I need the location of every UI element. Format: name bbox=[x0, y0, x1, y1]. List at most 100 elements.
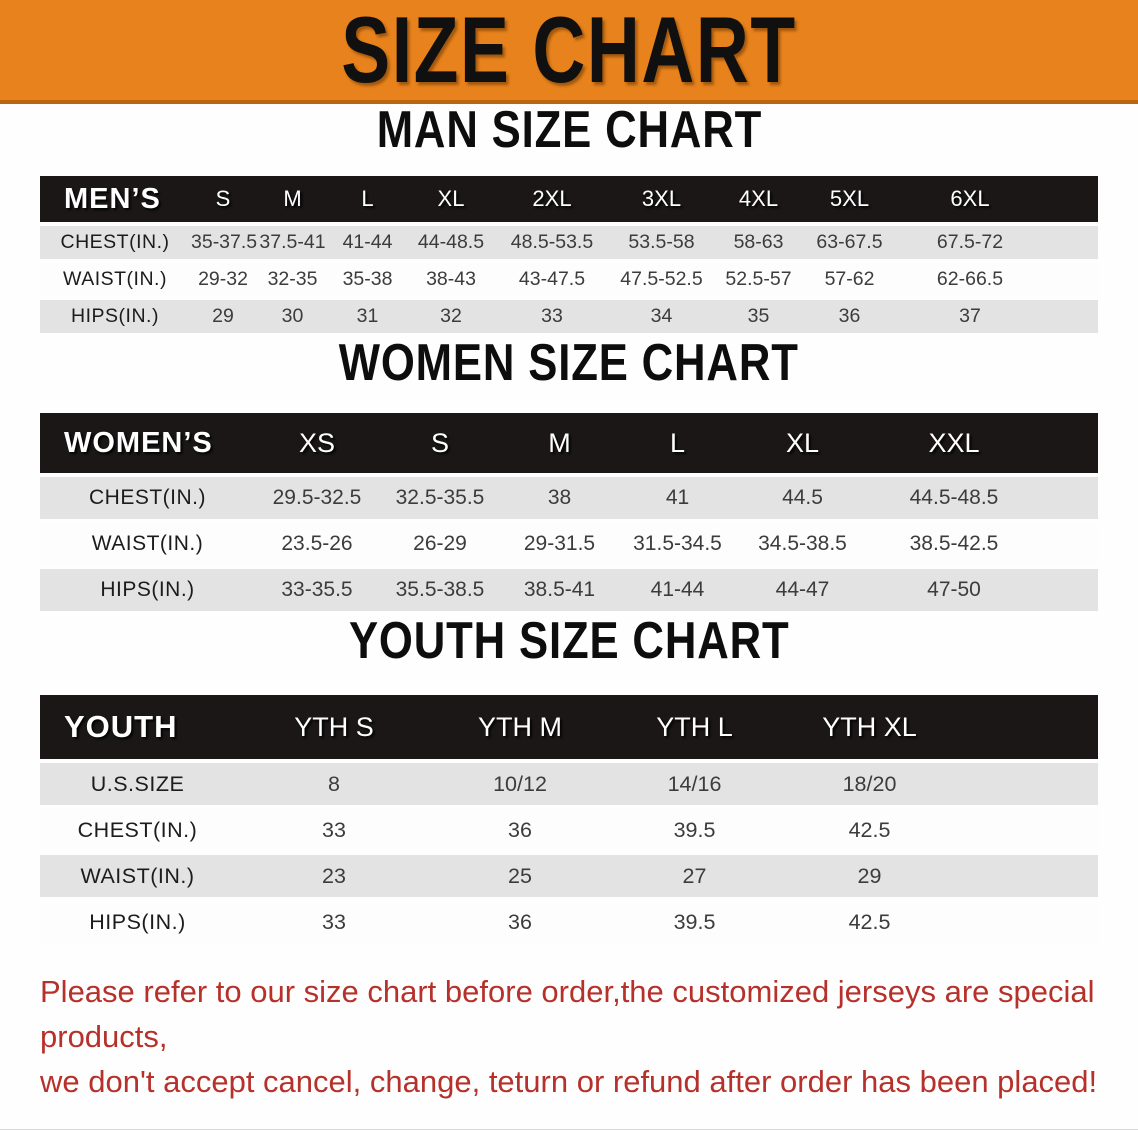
disclaimer-line-2: we don't accept cancel, change, teturn o… bbox=[40, 1064, 1098, 1099]
table-body: U.S.SIZE 8 10/12 14/16 18/20 CHEST(IN.) 33 36 39… bbox=[40, 763, 1098, 943]
row-spacer-cell bbox=[1040, 477, 1098, 519]
table-header: WOMEN’S XS S M L XL XXL bbox=[40, 413, 1098, 473]
size-value: 41-44 bbox=[618, 569, 737, 611]
youth-size-table: YOUTH YTH S YTH M YTH L YTH XL U.S.SIZE 8 10/12… bbox=[40, 691, 1098, 947]
row-label: CHEST(IN.) bbox=[40, 809, 235, 851]
size-value: 33 bbox=[496, 300, 608, 333]
size-value: 27 bbox=[607, 855, 782, 897]
size-value: 36 bbox=[802, 300, 897, 333]
size-value: 34.5-38.5 bbox=[737, 523, 868, 565]
disclaimer-line-1: Please refer to our size chart before or… bbox=[40, 974, 1095, 1054]
row-label: U.S.SIZE bbox=[40, 763, 235, 805]
size-value: 29-32 bbox=[190, 263, 256, 296]
size-value: 38.5-41 bbox=[501, 569, 618, 611]
size-value: 35 bbox=[715, 300, 802, 333]
table-body: CHEST(IN.) 35-37.5 37.5-41 41-44 44-48.5 48.5… bbox=[40, 226, 1098, 333]
table-body: CHEST(IN.) 29.5-32.5 32.5-35.5 38 41 44.5 44.5… bbox=[40, 477, 1098, 611]
group-label: MEN’S bbox=[40, 176, 190, 222]
row-label: CHEST(IN.) bbox=[40, 226, 190, 259]
size-value: 38-43 bbox=[406, 263, 496, 296]
size-value: 23.5-26 bbox=[255, 523, 379, 565]
size-value: 29 bbox=[190, 300, 256, 333]
row-spacer-cell bbox=[1040, 569, 1098, 611]
size-value: 42.5 bbox=[782, 901, 957, 943]
size-column-header: 5XL bbox=[802, 176, 897, 222]
size-value: 8 bbox=[235, 763, 433, 805]
size-value: 29 bbox=[782, 855, 957, 897]
size-column-header: YTH M bbox=[433, 695, 607, 759]
row-label: HIPS(IN.) bbox=[40, 901, 235, 943]
size-column-header: YTH S bbox=[235, 695, 433, 759]
size-value: 29-31.5 bbox=[501, 523, 618, 565]
size-column-header: S bbox=[190, 176, 256, 222]
order-disclaimer: Please refer to our size chart before or… bbox=[40, 969, 1108, 1104]
header-spacer-cell bbox=[957, 695, 1098, 759]
size-column-header: XL bbox=[737, 413, 868, 473]
header-spacer-cell bbox=[1040, 413, 1098, 473]
table-row: HIPS(IN.) 33-35.5 35.5-38.5 38.5-41 41-44 44-… bbox=[40, 569, 1098, 611]
size-value: 44-47 bbox=[737, 569, 868, 611]
header-spacer-cell bbox=[1043, 176, 1098, 222]
size-value: 35-37.5 bbox=[190, 226, 257, 259]
row-label: WAIST(IN.) bbox=[40, 855, 235, 897]
size-value: 44.5-48.5 bbox=[868, 477, 1040, 519]
size-value: 33-35.5 bbox=[255, 569, 379, 611]
row-spacer-cell bbox=[1043, 226, 1098, 259]
table-row: HIPS(IN.) 29 30 31 32 33 34 35 36 37 bbox=[40, 300, 1098, 333]
men-section-heading: MAN SIZE CHART bbox=[0, 104, 1138, 156]
size-value: 25 bbox=[433, 855, 607, 897]
size-value: 63-67.5 bbox=[802, 226, 897, 259]
table-row: CHEST(IN.) 33 36 39.5 42.5 bbox=[40, 809, 1098, 851]
row-spacer-cell bbox=[1043, 300, 1098, 333]
size-value: 41 bbox=[618, 477, 737, 519]
row-label: WAIST(IN.) bbox=[40, 263, 190, 296]
group-label: YOUTH bbox=[40, 695, 235, 759]
size-value: 31.5-34.5 bbox=[618, 523, 737, 565]
size-value: 32.5-35.5 bbox=[379, 477, 501, 519]
page-title: SIZE CHART bbox=[341, 0, 797, 102]
size-value: 42.5 bbox=[782, 809, 957, 851]
size-column-header: 4XL bbox=[715, 176, 802, 222]
youth-section-heading: YOUTH SIZE CHART bbox=[0, 615, 1138, 667]
size-value: 35-38 bbox=[329, 263, 406, 296]
row-spacer-cell bbox=[957, 855, 1098, 897]
size-value: 47.5-52.5 bbox=[608, 263, 715, 296]
table-row: WAIST(IN.) 29-32 32-35 35-38 38-43 43-47.5 47.… bbox=[40, 263, 1098, 296]
table-row: U.S.SIZE 8 10/12 14/16 18/20 bbox=[40, 763, 1098, 805]
size-value: 34 bbox=[608, 300, 715, 333]
table-header: YOUTH YTH S YTH M YTH L YTH XL bbox=[40, 695, 1098, 759]
row-label: HIPS(IN.) bbox=[40, 300, 190, 333]
size-column-header: M bbox=[256, 176, 329, 222]
size-value: 31 bbox=[329, 300, 406, 333]
table-row: CHEST(IN.) 29.5-32.5 32.5-35.5 38 41 44.5 44.5… bbox=[40, 477, 1098, 519]
group-label: WOMEN’S bbox=[40, 413, 255, 473]
size-value: 39.5 bbox=[607, 901, 782, 943]
row-spacer-cell bbox=[1043, 263, 1098, 296]
youth-section-heading-text: YOUTH SIZE CHART bbox=[348, 612, 790, 670]
row-spacer-cell bbox=[957, 763, 1098, 805]
table-header-row: YOUTH YTH S YTH M YTH L YTH XL bbox=[40, 695, 1098, 759]
size-column-header: S bbox=[379, 413, 501, 473]
size-value: 52.5-57 bbox=[715, 263, 802, 296]
table-header: MEN’S S M L XL 2XL 3XL 4XL 5XL 6XL bbox=[40, 176, 1098, 222]
row-spacer-cell bbox=[957, 901, 1098, 943]
row-spacer-cell bbox=[957, 809, 1098, 851]
size-value: 39.5 bbox=[607, 809, 782, 851]
size-value: 29.5-32.5 bbox=[255, 477, 379, 519]
size-column-header: L bbox=[618, 413, 737, 473]
size-value: 57-62 bbox=[802, 263, 897, 296]
size-value: 53.5-58 bbox=[608, 226, 715, 259]
size-value: 47-50 bbox=[868, 569, 1040, 611]
size-chart-banner: SIZE CHART bbox=[0, 0, 1138, 104]
size-value: 43-47.5 bbox=[496, 263, 608, 296]
size-column-header: YTH XL bbox=[782, 695, 957, 759]
size-value: 36 bbox=[433, 809, 607, 851]
row-label: HIPS(IN.) bbox=[40, 569, 255, 611]
women-size-table: WOMEN’S XS S M L XL XXL CHEST(IN.) 29.5-32.5 32.5… bbox=[40, 409, 1098, 615]
size-column-header: XL bbox=[406, 176, 496, 222]
size-value: 33 bbox=[235, 809, 433, 851]
row-label: WAIST(IN.) bbox=[40, 523, 255, 565]
table-row: HIPS(IN.) 33 36 39.5 42.5 bbox=[40, 901, 1098, 943]
table-row: WAIST(IN.) 23.5-26 26-29 29-31.5 31.5-34.5 34… bbox=[40, 523, 1098, 565]
size-column-header: 3XL bbox=[608, 176, 715, 222]
